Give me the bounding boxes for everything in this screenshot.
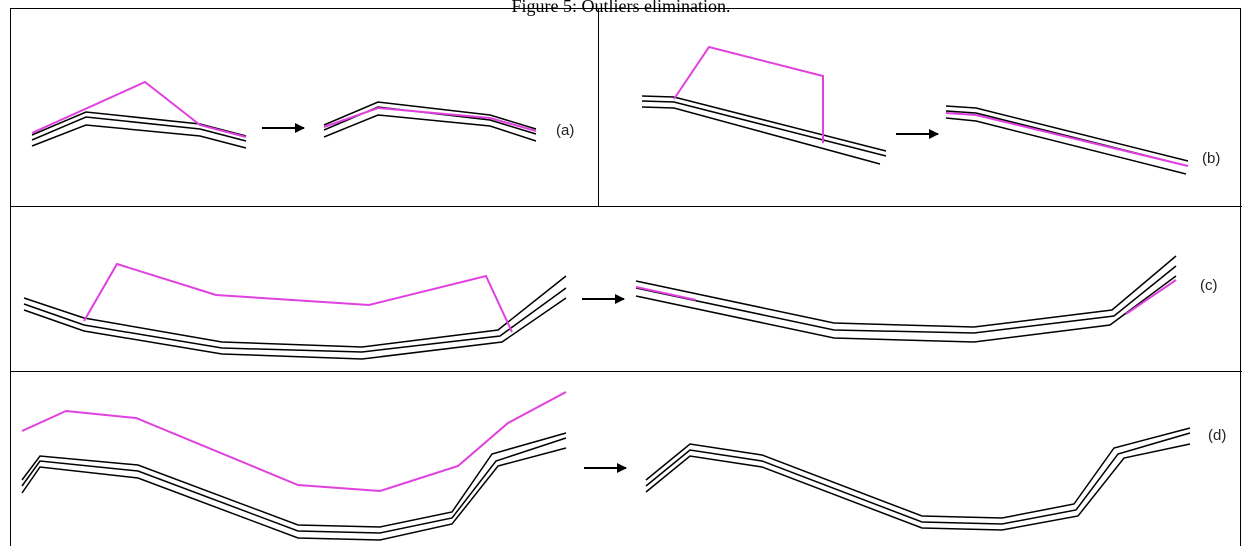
panel-label: (c) [1200, 277, 1218, 294]
outlier-track-line [31, 80, 247, 138]
panel-a: (a) [31, 80, 574, 149]
outlier-track-line-corrected [945, 112, 1189, 167]
panel-frame [10, 8, 1242, 546]
track-lines-after [645, 427, 1191, 531]
outlier-track-line [83, 262, 513, 333]
outlier-track-segment [1125, 279, 1177, 315]
panel-c: (c) [23, 255, 1218, 360]
track-lines-after [635, 255, 1177, 343]
track-lines-before [31, 111, 247, 149]
panel-b: (b) [641, 45, 1220, 175]
track-lines-before [641, 95, 887, 165]
track-lines-before [23, 275, 567, 360]
outlier-track-line-corrected [323, 106, 537, 132]
outlier-track-line [673, 45, 824, 143]
panel-label: (b) [1202, 150, 1220, 167]
outlier-track-segment [635, 286, 697, 301]
panel-label: (a) [556, 122, 574, 139]
panel-d: (d) [21, 391, 1226, 541]
track-lines-before [21, 432, 567, 541]
panel-label: (d) [1208, 427, 1226, 444]
outlier-track-line [21, 391, 567, 493]
